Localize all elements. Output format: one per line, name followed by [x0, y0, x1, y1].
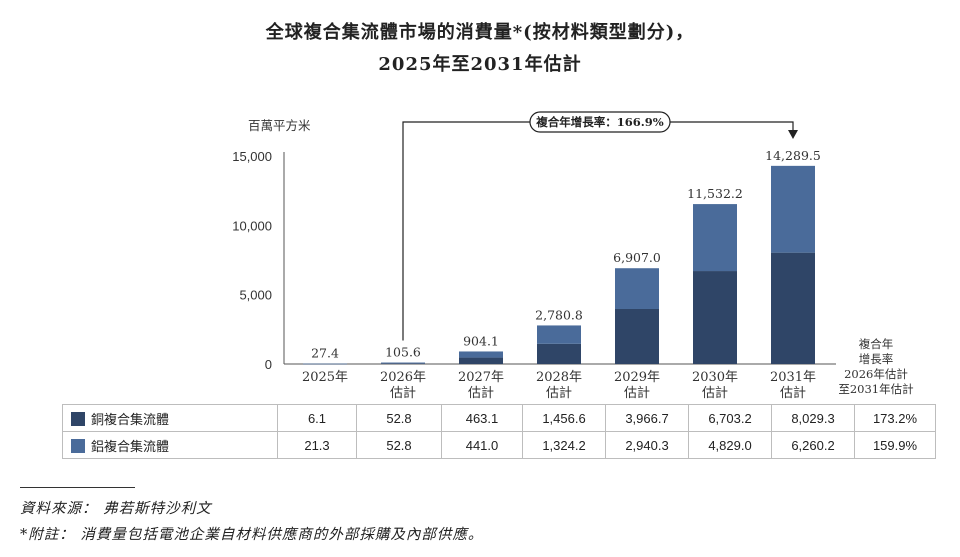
- y-unit-label: 百萬平方米: [248, 118, 311, 133]
- stacked-bar-chart: 百萬平方米 0 5,000 10,000 15,000 27.4 2025年 105.6 202…: [232, 111, 914, 401]
- total-label: 105.6: [385, 345, 421, 360]
- total-label: 2,780.8: [535, 307, 583, 322]
- data-table: 銅複合集流體 6.1 52.8 463.1 1,456.6 3,966.7 6,703.2 8…: [62, 404, 936, 459]
- cagr-cell: 159.9%: [854, 431, 936, 459]
- bar-copper-4: [615, 308, 659, 364]
- value-cell: 1,456.6: [522, 404, 606, 432]
- bar-copper-0: [303, 363, 347, 365]
- total-label: 11,532.2: [687, 186, 743, 201]
- total-label: 6,907.0: [613, 250, 661, 265]
- value-cell: 441.0: [441, 431, 523, 459]
- x-tick-label: 2031年: [770, 370, 816, 385]
- cagr-column-header: 增長率: [859, 352, 894, 366]
- table-row: 鋁複合集流體 21.3 52.8 441.0 1,324.2 2,940.3 4,829.0…: [62, 431, 936, 459]
- bar-copper-3: [537, 343, 581, 364]
- value-cell: 6,703.2: [688, 404, 772, 432]
- x-tick-label: 2025年: [302, 370, 348, 385]
- value-cell: 2,940.3: [605, 431, 689, 459]
- value-cell: 6,260.2: [771, 431, 855, 459]
- value-cell: 52.8: [356, 431, 442, 459]
- cagr-box: [529, 111, 671, 133]
- series-name-cell: 鋁複合集流體: [62, 431, 278, 459]
- series-name-cell: 銅複合集流體: [62, 404, 278, 432]
- legend-swatch: [71, 438, 85, 453]
- bar-aluminum-2: [459, 351, 503, 358]
- x-tick-label: 估計: [546, 385, 572, 401]
- value-cell: 6.1: [277, 404, 357, 432]
- chart-title-line2: 2025年至2031年估計: [378, 54, 582, 75]
- value-cell: 4,829.0: [688, 431, 772, 459]
- bar-aluminum-3: [537, 325, 581, 344]
- x-tick-label: 估計: [390, 385, 416, 401]
- x-tick-label: 估計: [702, 385, 728, 401]
- legend-swatch: [71, 411, 85, 426]
- series-name: 鋁複合集流體: [91, 439, 170, 455]
- cagr-column-header: 至2031年估計: [838, 382, 913, 396]
- cagr-box-label: 複合年增長率：166.9%: [535, 115, 664, 129]
- bar-aluminum-4: [615, 268, 659, 309]
- x-tick-label: 估計: [624, 385, 650, 401]
- footnote-source: 資料來源： 弗若斯特沙利文: [20, 501, 212, 517]
- cagr-column-header: 2026年估計: [844, 367, 908, 381]
- value-cell: 1,324.2: [522, 431, 606, 459]
- bar-copper-2: [459, 357, 503, 364]
- footnote-rule: [20, 487, 135, 488]
- bar-aluminum-0: [303, 363, 347, 365]
- x-tick-label: 2030年: [692, 370, 738, 385]
- bar-aluminum-5: [693, 204, 737, 272]
- y-tick-label: 0: [265, 357, 272, 372]
- y-tick-label: 15,000: [232, 149, 272, 164]
- total-label: 14,289.5: [765, 148, 821, 163]
- bar-aluminum-6: [771, 165, 815, 253]
- value-cell: 21.3: [277, 431, 357, 459]
- chart-title-line1: 全球複合集流體市場的消費量*(按材料類型劃分)，: [265, 22, 695, 43]
- y-tick-label: 5,000: [239, 288, 272, 303]
- x-tick-label: 2027年: [458, 370, 504, 385]
- x-tick-label: 2028年: [536, 370, 582, 385]
- cagr-cell: 173.2%: [854, 404, 936, 432]
- x-tick-label: 估計: [780, 385, 806, 401]
- total-label: 27.4: [311, 346, 339, 361]
- x-tick-label: 2026年: [380, 370, 426, 385]
- table-row: 銅複合集流體 6.1 52.8 463.1 1,456.6 3,966.7 6,703.2 8…: [62, 404, 936, 432]
- x-tick-label: 估計: [468, 385, 494, 401]
- value-cell: 3,966.7: [605, 404, 689, 432]
- value-cell: 52.8: [356, 404, 442, 432]
- total-label: 904.1: [463, 333, 499, 348]
- bar-copper-6: [771, 252, 815, 364]
- value-cell: 463.1: [441, 404, 523, 432]
- bar-copper-1: [381, 363, 425, 364]
- series-name: 銅複合集流體: [91, 412, 170, 428]
- cagr-column-header: 複合年: [859, 337, 894, 351]
- footnote-note: *附註： 消費量包括電池企業自材料供應商的外部採購及內部供應。: [20, 527, 484, 543]
- value-cell: 8,029.3: [771, 404, 855, 432]
- y-tick-label: 10,000: [232, 218, 272, 233]
- bar-aluminum-1: [381, 362, 425, 364]
- cagr-arrowhead: [788, 130, 798, 139]
- bar-copper-5: [693, 271, 737, 364]
- x-tick-label: 2029年: [614, 370, 660, 385]
